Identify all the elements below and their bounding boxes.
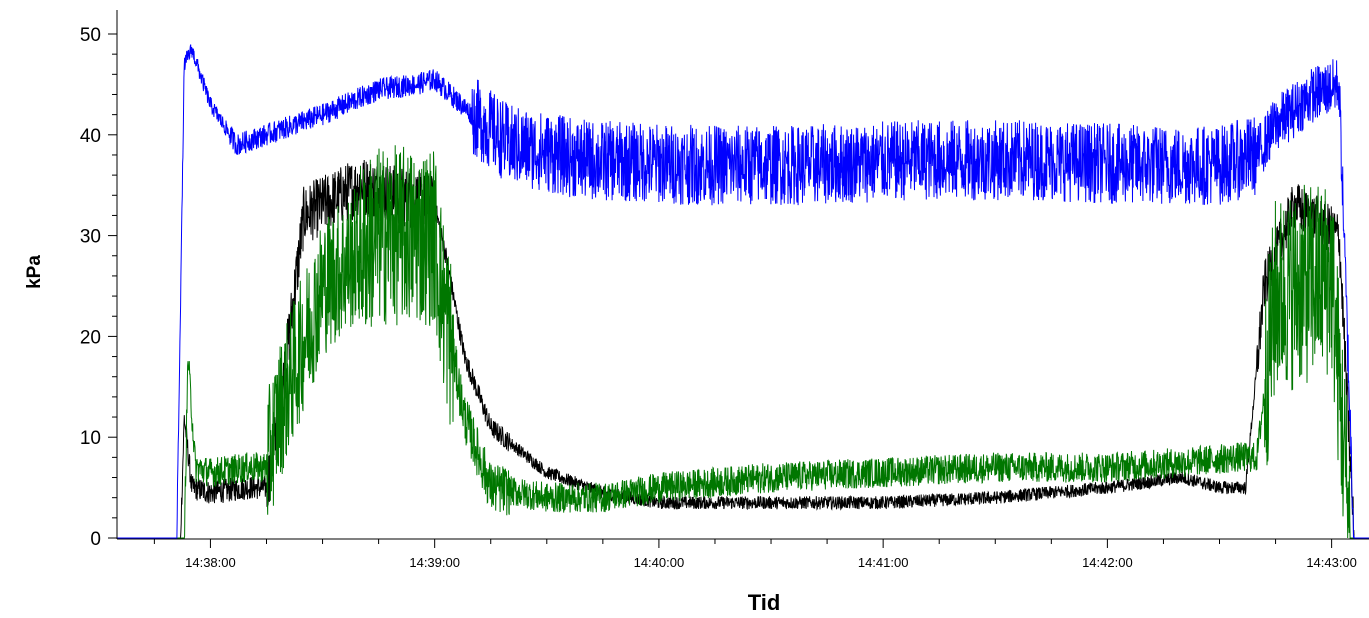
series-line-2 xyxy=(117,145,1369,539)
series-layer xyxy=(117,44,1369,539)
x-tick-label-0: 14:38:00 xyxy=(185,555,236,570)
x-axis-title: Tid xyxy=(748,590,781,615)
x-tick-label-4: 14:42:00 xyxy=(1082,555,1133,570)
y-tick-label-3: 30 xyxy=(80,227,101,248)
axes-layer: 0 10 20 30 40 50 14:38:00 14:39:00 14:40:00 14:41… xyxy=(80,10,1369,570)
x-tick-label-1: 14:39:00 xyxy=(409,555,460,570)
y-tick-label-4: 40 xyxy=(80,126,101,147)
y-axis-title: kPa xyxy=(24,255,45,289)
series-line-0 xyxy=(117,44,1369,539)
x-tick-label-2: 14:40:00 xyxy=(634,555,685,570)
x-tick-label-5: 14:43:00 xyxy=(1306,555,1357,570)
y-tick-label-0: 0 xyxy=(90,529,101,550)
y-tick-label-5: 50 xyxy=(80,25,101,46)
series-line-1 xyxy=(117,159,1369,539)
y-tick-label-1: 10 xyxy=(80,428,101,449)
y-tick-label-2: 20 xyxy=(80,327,101,348)
x-tick-label-3: 14:41:00 xyxy=(858,555,909,570)
